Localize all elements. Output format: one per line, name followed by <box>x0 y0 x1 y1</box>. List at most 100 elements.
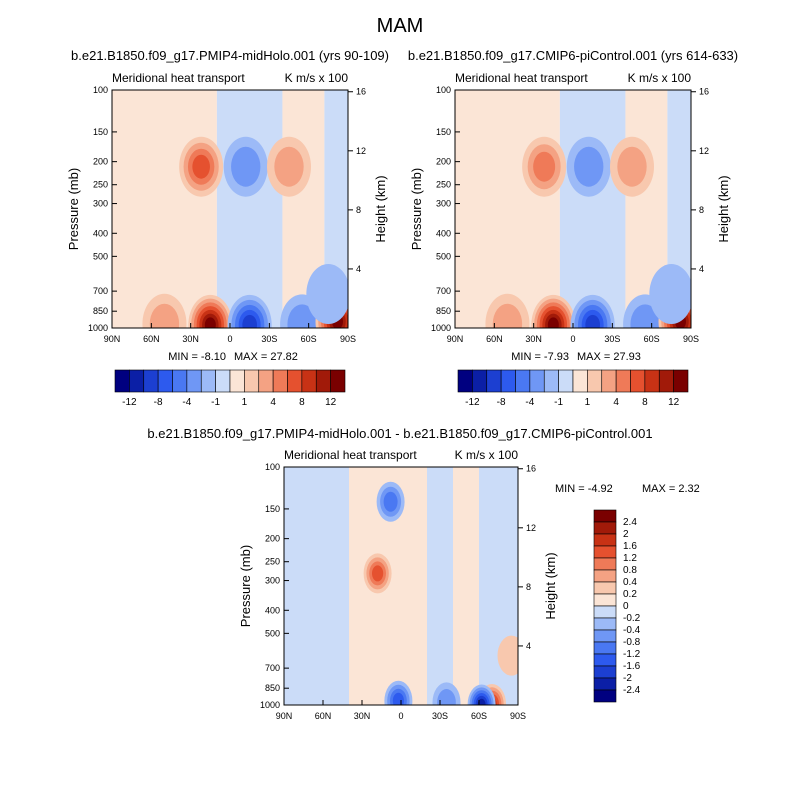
contour-blob <box>287 304 317 328</box>
colorbar-swatch <box>593 653 617 667</box>
colorbar-label: -1 <box>211 397 220 408</box>
colorbar-swatch <box>630 369 646 393</box>
colorbar-swatch <box>472 369 488 393</box>
y-right-tick-label: 8 <box>526 582 531 592</box>
bg-negative-region <box>216 90 283 328</box>
contour-blob <box>392 692 404 705</box>
x-tick-label: 90N <box>276 711 293 721</box>
colorbar-label: 8 <box>642 397 648 408</box>
panel-1: b.e21.B1850.f09_g17.PMIP4-midHolo.001 (y… <box>66 48 389 363</box>
colorbar-swatch <box>143 369 159 393</box>
max-label: MAX = 27.82 <box>234 351 298 363</box>
x-tick-label: 30N <box>354 711 371 721</box>
contour-blob <box>204 317 216 328</box>
panel-3: b.e21.B1850.f09_g17.PMIP4-midHolo.001 - … <box>147 426 700 721</box>
colorbar-swatch <box>593 641 617 655</box>
contour-blob <box>492 303 523 328</box>
x-tick-label: 60N <box>143 334 160 344</box>
colorbar-swatch <box>229 369 245 393</box>
y-right-tick-label: 8 <box>699 205 704 215</box>
y-tick-label: 700 <box>436 286 451 296</box>
panel-right-label: K m/s x 100 <box>455 448 519 462</box>
panel-title: b.e21.B1850.f09_g17.CMIP6-piControl.001 … <box>408 48 738 63</box>
x-tick-label: 30N <box>525 334 542 344</box>
contour-blob <box>383 491 398 512</box>
panel-left-label: Meridional heat transport <box>112 71 245 85</box>
min-label: MIN = -7.93 <box>511 351 569 363</box>
x-tick-label: 60S <box>471 711 487 721</box>
y-right-tick-label: 4 <box>699 264 704 274</box>
y-right-axis-label: Height (km) <box>543 552 558 619</box>
y-tick-label: 200 <box>265 534 280 544</box>
colorbar-label: 8 <box>299 397 305 408</box>
y-axis-label: Pressure (mb) <box>409 168 424 250</box>
y-tick-label: 500 <box>93 251 108 261</box>
colorbar-label: -4 <box>182 397 191 408</box>
colorbar-swatch <box>330 369 346 393</box>
contour-blob <box>649 264 691 325</box>
x-tick-label: 90N <box>447 334 464 344</box>
max-label: MAX = 2.32 <box>642 483 700 495</box>
x-tick-label: 0 <box>570 334 575 344</box>
x-tick-label: 0 <box>398 711 403 721</box>
colorbar-swatch <box>644 369 660 393</box>
colorbar-swatch <box>593 689 617 703</box>
colorbar-label: -1.2 <box>623 649 641 660</box>
colorbar-swatch <box>315 369 331 393</box>
y-right-tick-label: 12 <box>526 523 536 533</box>
contour-field <box>112 90 348 328</box>
colorbar-swatch <box>572 369 588 393</box>
x-tick-label: 90S <box>340 334 356 344</box>
contour-blob <box>231 146 261 187</box>
y-tick-label: 150 <box>436 127 451 137</box>
contour-blob <box>274 146 304 187</box>
colorbar-label: -1.6 <box>623 661 641 672</box>
colorbar-swatch <box>593 569 617 583</box>
x-tick-label: 30N <box>182 334 199 344</box>
panel-left-label: Meridional heat transport <box>455 71 588 85</box>
colorbar-swatch <box>658 369 674 393</box>
colorbar-swatch <box>457 369 473 393</box>
colorbar-swatch <box>301 369 317 393</box>
contour-blob <box>149 303 180 328</box>
colorbar-swatch <box>593 665 617 679</box>
colorbar-label: 1 <box>242 397 248 408</box>
bg-positive-region <box>455 90 560 328</box>
colorbar-swatch <box>593 557 617 571</box>
y-tick-label: 300 <box>93 199 108 209</box>
colorbar-swatch <box>593 617 617 631</box>
figure-title: MAM <box>377 15 424 37</box>
y-tick-label: 300 <box>436 199 451 209</box>
colorbar-label: 12 <box>668 397 680 408</box>
max-label: MAX = 27.93 <box>577 351 641 363</box>
y-tick-label: 1000 <box>260 700 280 710</box>
y-tick-label: 250 <box>265 557 280 567</box>
x-tick-label: 90S <box>510 711 526 721</box>
contour-blob <box>574 146 604 187</box>
colorbar-panel-2: -12 -8 -4 -1 1 4 8 12 <box>457 369 689 408</box>
x-tick-label: 60S <box>644 334 660 344</box>
colorbar-swatch <box>215 369 231 393</box>
x-tick-label: 30S <box>604 334 620 344</box>
colorbar-label: -0.2 <box>623 613 641 624</box>
bg-positive-region <box>453 467 479 705</box>
colorbar-panel-1: -12 -8 -4 -1 1 4 8 12 <box>114 369 346 408</box>
contour-blob <box>547 317 559 328</box>
y-tick-label: 200 <box>436 157 451 167</box>
colorbar-swatch <box>500 369 516 393</box>
y-right-tick-label: 16 <box>699 87 709 97</box>
y-tick-label: 700 <box>265 663 280 673</box>
colorbar-label: -8 <box>497 397 506 408</box>
colorbar-label: -12 <box>122 397 137 408</box>
contour-blob <box>630 304 660 328</box>
colorbar-swatch <box>593 629 617 643</box>
y-tick-label: 500 <box>436 251 451 261</box>
colorbar-swatch <box>114 369 130 393</box>
colorbar-label: 4 <box>270 397 276 408</box>
colorbar-swatch <box>486 369 502 393</box>
contour-blob <box>192 154 210 179</box>
panel-left-label: Meridional heat transport <box>284 448 417 462</box>
y-right-tick-label: 12 <box>356 146 366 156</box>
